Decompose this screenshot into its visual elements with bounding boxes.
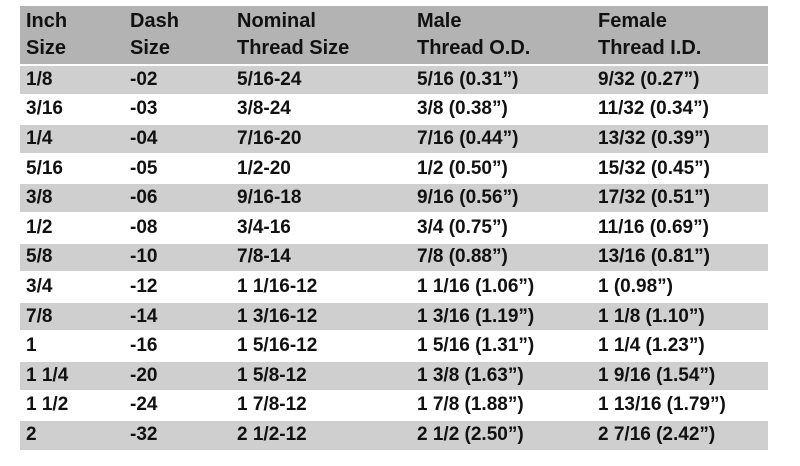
cell-inch-size: 3/4	[20, 271, 124, 302]
cell-inch-size: 5/8	[20, 241, 124, 273]
cell-male-thread-od: 3/8 (0.38”)	[411, 93, 592, 125]
cell-female-thread-id: 11/16 (0.69”)	[592, 211, 768, 243]
cell-inch-size: 1	[20, 330, 124, 361]
cell-male-thread-od: 9/16 (0.56”)	[411, 182, 592, 213]
cell-nominal-thread-size: 1 3/16-12	[231, 300, 411, 332]
cell-male-thread-od: 2 1/2 (2.50”)	[411, 419, 592, 450]
cell-nominal-thread-size: 7/8-14	[231, 241, 411, 273]
header-line: Dash	[130, 10, 179, 32]
cell-male-thread-od: 1 3/16 (1.19”)	[411, 300, 592, 332]
table-row: 1 1/2 -24 1 7/8-12 1 7/8 (1.88”) 1 13/16 (1.…	[20, 389, 768, 421]
cell-female-thread-id: 1 13/16 (1.79”)	[592, 389, 768, 421]
table-row: 3/8 -06 9/16-18 9/16 (0.56”) 17/32 (0.51”)	[20, 182, 768, 213]
cell-female-thread-id: 1 1/4 (1.23”)	[592, 330, 768, 361]
cell-nominal-thread-size: 1 5/8-12	[231, 359, 411, 391]
table-row: 5/8 -10 7/8-14 7/8 (0.88”) 13/16 (0.81”)	[20, 241, 768, 273]
cell-male-thread-od: 7/8 (0.88”)	[411, 241, 592, 273]
cell-inch-size: 7/8	[20, 300, 124, 332]
cell-inch-size: 1 1/4	[20, 359, 124, 391]
table-row: 3/4 -12 1 1/16-12 1 1/16 (1.06”) 1 (0.98”)	[20, 271, 768, 302]
thread-size-table: Inch Size Dash Size Nominal Thread Size …	[20, 6, 768, 450]
cell-male-thread-od: 1 3/8 (1.63”)	[411, 359, 592, 391]
cell-female-thread-id: 1 9/16 (1.54”)	[592, 359, 768, 391]
cell-inch-size: 1 1/2	[20, 389, 124, 421]
header-line: Female	[598, 10, 667, 32]
cell-dash-size: -05	[124, 152, 231, 184]
cell-nominal-thread-size: 9/16-18	[231, 182, 411, 213]
table-body: 1/8 -02 5/16-24 5/16 (0.31”) 9/32 (0.27”) 3/1…	[20, 64, 768, 450]
cell-dash-size: -10	[124, 241, 231, 273]
cell-dash-size: -32	[124, 419, 231, 450]
cell-male-thread-od: 1/2 (0.50”)	[411, 152, 592, 184]
header-line: Nominal	[237, 10, 316, 32]
cell-dash-size: -02	[124, 64, 231, 95]
cell-female-thread-id: 15/32 (0.45”)	[592, 152, 768, 184]
cell-dash-size: -14	[124, 300, 231, 332]
cell-nominal-thread-size: 1 1/16-12	[231, 271, 411, 302]
cell-dash-size: -06	[124, 182, 231, 213]
cell-dash-size: -08	[124, 211, 231, 243]
cell-dash-size: -20	[124, 359, 231, 391]
header-nominal-thread-size: Nominal Thread Size	[231, 6, 411, 65]
cell-female-thread-id: 13/32 (0.39”)	[592, 123, 768, 154]
table-row: 5/16 -05 1/2-20 1/2 (0.50”) 15/32 (0.45”)	[20, 152, 768, 184]
cell-nominal-thread-size: 1 5/16-12	[231, 330, 411, 361]
cell-male-thread-od: 1 7/8 (1.88”)	[411, 389, 592, 421]
header-line: Thread O.D.	[417, 37, 531, 59]
cell-nominal-thread-size: 3/4-16	[231, 211, 411, 243]
header-row: Inch Size Dash Size Nominal Thread Size …	[20, 6, 768, 65]
cell-male-thread-od: 5/16 (0.31”)	[411, 64, 592, 95]
cell-female-thread-id: 11/32 (0.34”)	[592, 93, 768, 125]
table-row: 1/4 -04 7/16-20 7/16 (0.44”) 13/32 (0.39”)	[20, 123, 768, 154]
header-inch-size: Inch Size	[20, 6, 124, 65]
cell-nominal-thread-size: 1/2-20	[231, 152, 411, 184]
header-line: Thread I.D.	[598, 37, 702, 59]
table-row: 1 -16 1 5/16-12 1 5/16 (1.31”) 1 1/4 (1.23”)	[20, 330, 768, 361]
cell-dash-size: -24	[124, 389, 231, 421]
header-line: Size	[26, 37, 67, 59]
cell-inch-size: 2	[20, 419, 124, 450]
cell-nominal-thread-size: 3/8-24	[231, 93, 411, 125]
table-row: 7/8 -14 1 3/16-12 1 3/16 (1.19”) 1 1/8 (1.10…	[20, 300, 768, 332]
cell-male-thread-od: 3/4 (0.75”)	[411, 211, 592, 243]
header-line: Thread Size	[237, 37, 350, 59]
thread-size-table-container: Inch Size Dash Size Nominal Thread Size …	[20, 6, 768, 450]
cell-inch-size: 1/4	[20, 123, 124, 154]
cell-female-thread-id: 13/16 (0.81”)	[592, 241, 768, 273]
cell-male-thread-od: 1 1/16 (1.06”)	[411, 271, 592, 302]
header-female-thread-id: Female Thread I.D.	[592, 6, 768, 65]
cell-female-thread-id: 17/32 (0.51”)	[592, 182, 768, 213]
cell-female-thread-id: 9/32 (0.27”)	[592, 64, 768, 95]
cell-nominal-thread-size: 2 1/2-12	[231, 419, 411, 450]
cell-male-thread-od: 1 5/16 (1.31”)	[411, 330, 592, 361]
cell-inch-size: 3/8	[20, 182, 124, 213]
cell-inch-size: 1/2	[20, 211, 124, 243]
cell-nominal-thread-size: 5/16-24	[231, 64, 411, 95]
header-line: Size	[130, 37, 171, 59]
header-male-thread-od: Male Thread O.D.	[411, 6, 592, 65]
table-row: 1/2 -08 3/4-16 3/4 (0.75”) 11/16 (0.69”)	[20, 211, 768, 243]
cell-dash-size: -03	[124, 93, 231, 125]
table-row: 1 1/4 -20 1 5/8-12 1 3/8 (1.63”) 1 9/16 (1.5…	[20, 359, 768, 391]
table-row: 3/16 -03 3/8-24 3/8 (0.38”) 11/32 (0.34”)	[20, 93, 768, 125]
header-line: Inch	[26, 10, 68, 32]
cell-dash-size: -04	[124, 123, 231, 154]
cell-dash-size: -16	[124, 330, 231, 361]
cell-inch-size: 5/16	[20, 152, 124, 184]
cell-inch-size: 3/16	[20, 93, 124, 125]
cell-dash-size: -12	[124, 271, 231, 302]
cell-female-thread-id: 1 (0.98”)	[592, 271, 768, 302]
header-dash-size: Dash Size	[124, 6, 231, 65]
cell-female-thread-id: 2 7/16 (2.42”)	[592, 419, 768, 450]
cell-nominal-thread-size: 1 7/8-12	[231, 389, 411, 421]
cell-male-thread-od: 7/16 (0.44”)	[411, 123, 592, 154]
cell-inch-size: 1/8	[20, 64, 124, 95]
cell-female-thread-id: 1 1/8 (1.10”)	[592, 300, 768, 332]
cell-nominal-thread-size: 7/16-20	[231, 123, 411, 154]
header-line: Male	[417, 10, 462, 32]
table-row: 1/8 -02 5/16-24 5/16 (0.31”) 9/32 (0.27”)	[20, 64, 768, 95]
table-row: 2 -32 2 1/2-12 2 1/2 (2.50”) 2 7/16 (2.42”)	[20, 419, 768, 450]
table-header: Inch Size Dash Size Nominal Thread Size …	[20, 6, 768, 65]
